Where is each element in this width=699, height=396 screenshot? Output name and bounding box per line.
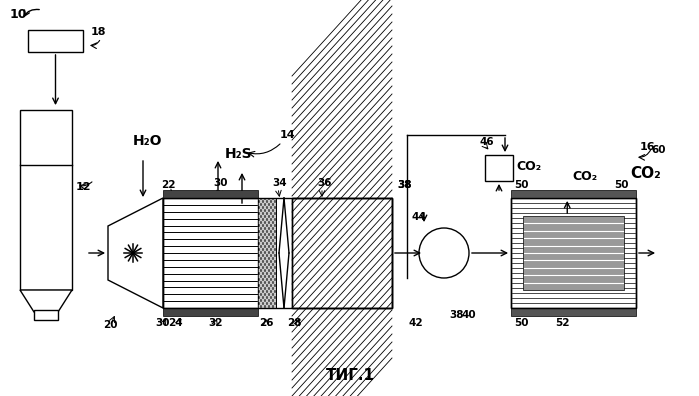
Polygon shape (108, 198, 163, 308)
Bar (511, 308, 636, 316)
Text: 22: 22 (161, 180, 175, 190)
Bar (511, 198, 636, 308)
Text: 44: 44 (412, 212, 427, 222)
Bar (258, 198, 276, 308)
Bar (163, 190, 258, 198)
Bar (292, 198, 392, 308)
Text: 50: 50 (514, 318, 528, 328)
Text: 38: 38 (397, 180, 412, 190)
Text: CO₂: CO₂ (516, 160, 541, 173)
Text: 50: 50 (514, 180, 528, 190)
Text: 16: 16 (640, 142, 656, 152)
Bar (292, 198, 392, 308)
Bar (258, 198, 276, 308)
Text: 28: 28 (287, 318, 301, 328)
Bar (485, 155, 513, 181)
Text: 18: 18 (91, 27, 106, 37)
Text: 10: 10 (10, 8, 27, 21)
Text: 32: 32 (208, 318, 222, 328)
Text: 14: 14 (280, 130, 296, 140)
Bar (276, 198, 292, 308)
Text: 24: 24 (168, 318, 182, 328)
Text: 26: 26 (259, 318, 273, 328)
Circle shape (419, 228, 469, 278)
Text: CO₂: CO₂ (572, 170, 598, 183)
Text: 50: 50 (614, 180, 628, 190)
Text: CO₂: CO₂ (630, 166, 661, 181)
Text: 30: 30 (155, 318, 169, 328)
Text: 38: 38 (397, 180, 412, 190)
Text: 36: 36 (317, 178, 331, 188)
Bar (163, 308, 258, 316)
Bar (20, 110, 72, 290)
Text: 34: 34 (272, 178, 287, 188)
Text: 30: 30 (213, 178, 227, 188)
Bar (523, 216, 624, 290)
Text: H₂S: H₂S (225, 147, 252, 161)
Polygon shape (20, 290, 72, 312)
Bar (511, 198, 636, 308)
Text: 40: 40 (462, 310, 477, 320)
Bar (34, 310, 58, 320)
Text: H₂O: H₂O (133, 134, 162, 148)
Text: 52: 52 (555, 318, 569, 328)
Text: 60: 60 (651, 145, 665, 155)
Bar (276, 198, 292, 308)
Bar (163, 198, 258, 308)
Bar (511, 190, 636, 198)
Text: 12: 12 (76, 182, 92, 192)
Text: 20: 20 (103, 320, 117, 330)
Bar (163, 198, 392, 308)
Text: 38: 38 (449, 310, 463, 320)
Text: 42: 42 (409, 318, 424, 328)
Text: 46: 46 (480, 137, 495, 147)
Bar (28, 30, 83, 52)
Text: ΤИГ.1: ΤИГ.1 (326, 367, 375, 383)
